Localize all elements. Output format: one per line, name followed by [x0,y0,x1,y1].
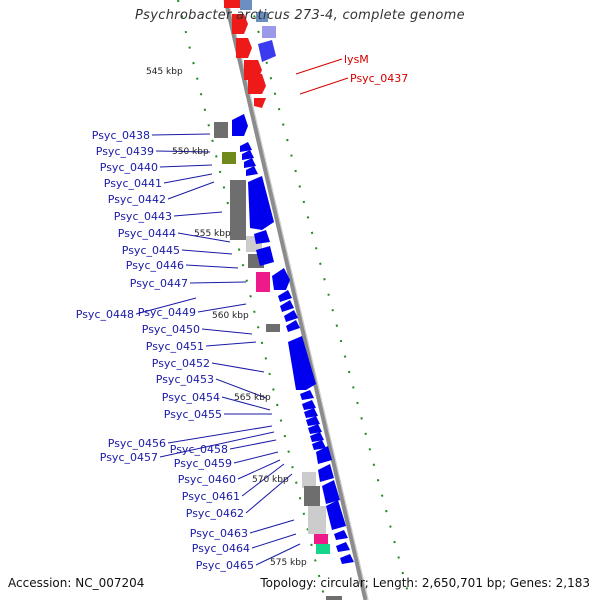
gene-label[interactable]: Psyc_0460 [178,473,236,486]
gene-leader-line [185,264,239,269]
gene-leader-line [181,249,233,255]
genome-summary: Topology: circular; Length: 2,650,701 bp… [260,576,590,590]
gene-label[interactable]: Psyc_0439 [96,145,154,158]
gene-leader-line [229,439,277,450]
accession-text: Accession: NC_007204 [8,576,145,590]
gene-label[interactable]: Psyc_0446 [126,259,184,272]
gene-leader-line [249,519,295,534]
gene-leader-line [215,378,267,399]
gene-leader-line [237,459,281,480]
gene-label[interactable]: Psyc_0441 [104,177,162,190]
kbp-label: 550 kbp [172,147,209,157]
gene-label[interactable]: Psyc_0463 [190,527,248,540]
gene-leader-line [151,133,211,136]
gene-label[interactable]: Psyc_0447 [130,277,188,290]
kbp-label: 560 kbp [212,311,249,321]
gene-label[interactable]: Psyc_0454 [162,391,220,404]
gene-label[interactable]: Psyc_0444 [118,227,176,240]
map-title: Psychrobacter arcticus 273-4, complete g… [135,8,465,23]
gene-leader-line [245,473,293,514]
gene-leader-line [159,431,275,458]
kbp-label: 545 kbp [146,67,183,77]
kbp-label: 555 kbp [194,229,231,239]
gene-label[interactable]: Psyc_0448 [76,308,134,321]
gene-label[interactable]: Psyc_0459 [174,457,232,470]
gene-label[interactable]: Psyc_0449 [138,306,196,319]
kbp-label: 570 kbp [252,475,289,485]
gene-label[interactable]: Psyc_0462 [186,507,244,520]
kbp-label: 575 kbp [270,558,307,568]
genome-backbone [223,0,369,600]
red-leader-line [299,77,349,95]
gene-label[interactable]: Psyc_0457 [100,451,158,464]
gene-label[interactable]: Psyc_0455 [164,408,222,421]
gene-leader-line [159,164,213,168]
gene-leader-line [251,533,297,549]
red-gene-label[interactable]: Psyc_0437 [350,72,408,85]
gene-label[interactable]: Psyc_0451 [146,340,204,353]
gene-label[interactable]: Psyc_0443 [114,210,172,223]
gene-label[interactable]: Psyc_0458 [170,443,228,456]
red-gene-label[interactable]: lysM [344,53,369,66]
gene-label[interactable]: Psyc_0453 [156,373,214,386]
gene-label[interactable]: Psyc_0445 [122,244,180,257]
red-label-layer: lysM Psyc_0437 [295,53,408,95]
red-leader-line [295,58,343,75]
gene-leader-line [173,211,223,217]
gene-label[interactable]: Psyc_0465 [196,559,254,572]
gene-leader-line [135,297,197,315]
gene-leader-line [163,173,213,184]
gene-leader-line [255,543,301,566]
gene-leader-line [189,281,247,284]
gene-label[interactable]: Psyc_0464 [192,542,250,555]
gene-leader-line [221,396,271,411]
gene-label[interactable]: Psyc_0452 [152,357,210,370]
kbp-label: 565 kbp [234,393,271,403]
gene-leader-line [205,341,257,347]
gene-label[interactable]: Psyc_0461 [182,490,240,503]
gene-label[interactable]: Psyc_0442 [108,193,166,206]
gene-leader-line [167,181,215,200]
gene-leader-line [167,425,273,444]
gene-leader-line [177,232,231,243]
gene-label[interactable]: Psyc_0440 [100,161,158,174]
gene-label[interactable]: Psyc_0438 [92,129,150,142]
gene-leader-line [211,362,265,373]
outer-track-features [232,114,354,564]
gene-leader-line [233,451,279,464]
genome-backbone-highlight [227,0,369,600]
gene-label-layer: Psyc_0438 Psyc_0439 Psyc_0440 Psyc_0441 Psyc… [76,129,301,572]
gene-leader-line [241,463,285,497]
red-gene-block [224,0,276,108]
gene-leader-line [197,303,247,313]
kbp-label-layer: 545 kbp 550 kbp 555 kbp 560 kbp 565 kbp 570 k… [146,67,307,568]
gene-leader-line [201,328,253,335]
gene-label[interactable]: Psyc_0456 [108,437,166,450]
gene-leader-line [155,150,211,153]
gene-label[interactable]: Psyc_0450 [142,323,200,336]
